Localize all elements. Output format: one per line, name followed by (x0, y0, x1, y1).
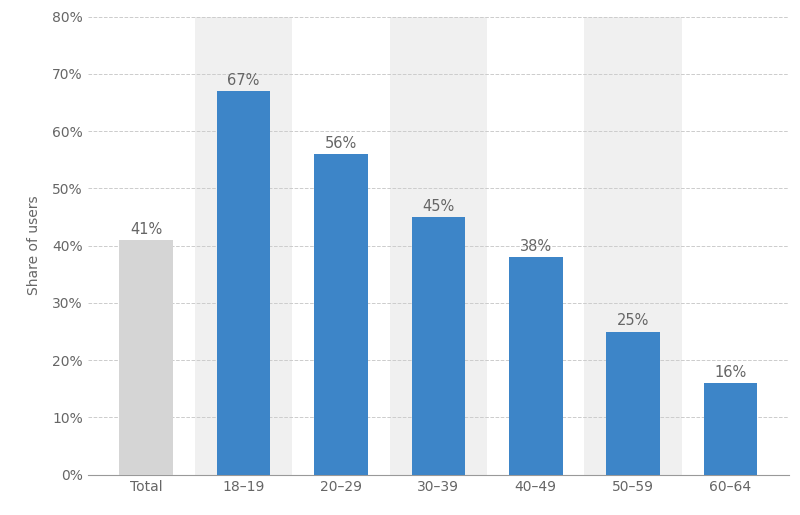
Text: 38%: 38% (520, 238, 552, 254)
Bar (585, 16, 682, 475)
Bar (390, 16, 487, 475)
Bar (217, 91, 270, 475)
Bar (606, 332, 660, 475)
Bar (509, 257, 562, 475)
Y-axis label: Share of users: Share of users (27, 196, 41, 296)
Bar (314, 154, 368, 475)
Bar (411, 217, 465, 475)
Text: 45%: 45% (422, 199, 454, 214)
Bar (704, 383, 758, 475)
Text: 41%: 41% (130, 221, 162, 236)
Text: 67%: 67% (227, 73, 260, 88)
Text: 16%: 16% (714, 365, 746, 380)
Text: 25%: 25% (617, 313, 650, 328)
Bar (195, 16, 292, 475)
Bar (119, 240, 173, 475)
Text: 56%: 56% (325, 135, 357, 150)
